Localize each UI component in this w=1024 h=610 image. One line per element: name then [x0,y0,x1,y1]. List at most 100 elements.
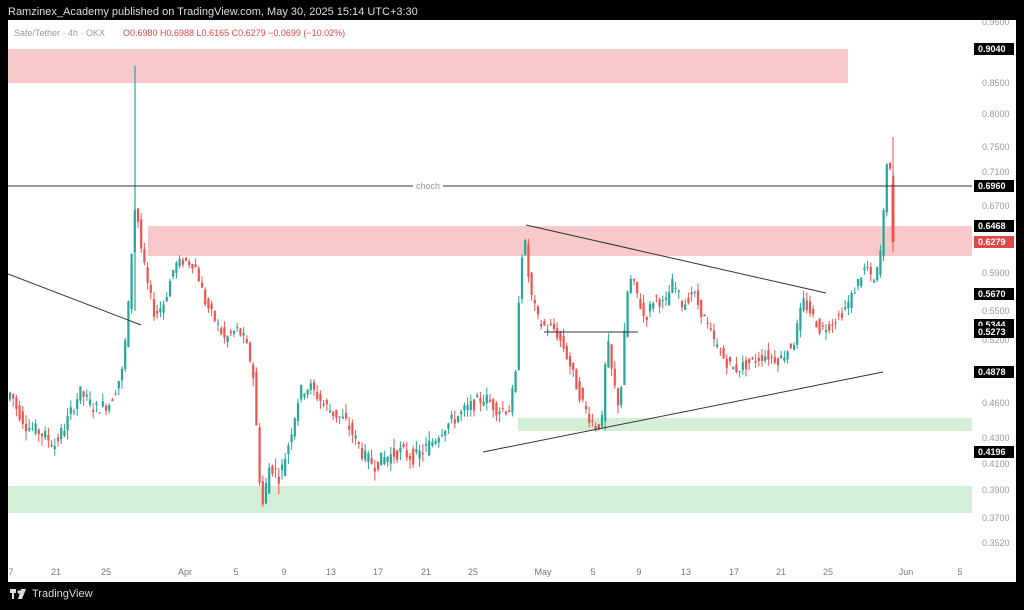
candle-body [821,325,824,327]
candle-body [552,323,556,330]
candle-body [252,364,255,378]
choch-label-bg [413,181,443,191]
candle-body [872,280,876,283]
candle-body [175,262,178,274]
candle-body [831,323,834,326]
candle-body [226,336,229,342]
candle-body [232,330,236,334]
candle-body [383,457,386,465]
price-label-box [974,366,1014,378]
resistance-zone-mid [148,226,972,256]
candle-body [786,351,789,360]
candle-body [392,448,396,457]
price-label: 0.6279 [978,237,1006,247]
candle-body [687,297,690,304]
candle-body [588,414,591,423]
trendline-left[interactable] [8,273,142,326]
candle-body [575,369,578,390]
candle-body [101,401,104,407]
candle-body [472,399,476,411]
candle-body [578,381,581,401]
trendline-lower[interactable] [482,371,884,453]
candle-body [76,399,79,409]
candle-body [549,323,552,326]
price-tick: 0.4600 [982,398,1010,408]
candle-body [418,450,421,459]
candle-body [165,297,168,301]
candle-body [351,423,354,436]
footer-brand[interactable]: TradingView [10,588,93,600]
candle-body [335,409,338,419]
candle-body [213,310,216,321]
candle-body [104,405,108,411]
candle-body [799,307,802,331]
candle-body [296,403,300,421]
price-tick: 0.7500 [982,142,1010,152]
candle-body [360,448,364,459]
time-tick: Apr [178,567,192,577]
candle-body [885,164,888,213]
candle-body [559,331,562,341]
candle-body [338,416,341,418]
candle-body [879,250,882,275]
candle-body [293,418,296,437]
candle-body [424,444,428,446]
time-tick: 13 [326,567,336,577]
candle-body [543,320,546,326]
trendline-upper[interactable] [525,224,827,294]
candle-body [229,331,232,334]
candle-body [760,355,764,361]
candle-body [268,467,271,494]
candle-body [840,313,844,318]
price-chart[interactable]: choch 0.9500 0.9040 0.8500 0.8000 0.7500 0.71… [8,20,1016,582]
candle-body [181,259,184,265]
candle-body [591,420,594,422]
time-tick: May [534,567,552,577]
candle-body [108,405,111,411]
candle-body [60,427,63,440]
candle-body [386,456,389,462]
candle-body [34,423,37,434]
price-tick: 0.5200 [982,335,1010,345]
price-label: 0.5273 [978,327,1006,337]
candle-body [156,310,159,314]
candle-body [652,303,655,309]
candle-body [127,301,130,348]
candle-body [24,423,28,432]
candle-body [88,399,92,405]
candle-body [850,292,853,309]
tradingview-logo-icon [10,589,26,599]
candle-body [364,450,367,460]
time-axis[interactable]: 7 21 25 Apr 5 9 13 17 21 25 May 5 9 13 17 21 25 Jun 5 [8,567,962,577]
price-tick: 0.8500 [982,78,1010,88]
candle-body [124,340,127,370]
candle-body [178,258,181,267]
candle-body [306,389,309,395]
candle-body [428,440,431,456]
candle-body [709,328,712,330]
candle-body [623,330,626,385]
zones-layer [8,49,972,513]
candle-body [620,387,623,406]
candle-body [700,299,703,317]
candle-body [744,360,748,369]
candle-body [504,411,508,415]
candle-body [610,344,613,369]
candle-body [540,323,543,327]
candle-body [303,394,306,397]
candle-body [56,437,60,442]
candle-body [168,281,172,297]
chart-area[interactable]: choch 0.9500 0.9040 0.8500 0.8000 0.7500 0.71… [8,20,1016,582]
candle-body [572,362,575,370]
candle-body [658,299,661,307]
candle-body [450,414,453,419]
candle-body [664,297,668,300]
time-tick: 21 [421,567,431,577]
candle-body [824,330,828,333]
candle-body [287,445,290,455]
candle-body [527,244,530,277]
price-axis[interactable]: 0.9500 0.9040 0.8500 0.8000 0.7500 0.7100 0.69… [974,20,1014,548]
candle-body [412,448,415,465]
candle-body [437,437,440,443]
